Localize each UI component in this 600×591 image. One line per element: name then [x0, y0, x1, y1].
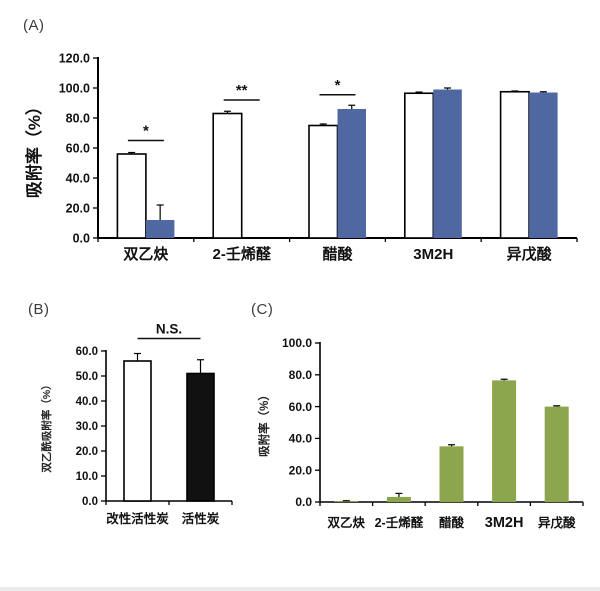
y-tick-label: 100.0 — [59, 81, 90, 95]
x-category-label: 异戊酸 — [507, 245, 553, 263]
x-category-label: 2-壬烯醛 — [213, 245, 272, 263]
x-category-label: 醋酸 — [439, 515, 465, 530]
x-category-label: 双乙炔 — [123, 245, 168, 263]
bar — [145, 220, 175, 238]
bar — [123, 360, 152, 502]
y-tick-label: 40.0 — [76, 396, 98, 408]
y-tick-label: 60.0 — [66, 141, 90, 155]
panel-b-y-axis-title: 双乙酰吸附率（%） — [40, 379, 53, 473]
panel-b-plot: 0.0 10.0 20.0 30.0 40.0 50.0 60.0 改性活性炭 活性炭 N.S. — [76, 322, 233, 526]
panel-a-plot: 0.0 20.0 40.0 60.0 80.0 100.0 120.0 双乙炔 2-壬烯醛 醋酸 3… — [59, 51, 578, 263]
y-tick-label: 20.0 — [66, 201, 90, 215]
x-category-label: 双乙炔 — [327, 515, 366, 530]
bar — [544, 406, 569, 502]
y-tick-label: 0.0 — [73, 231, 90, 245]
bar — [308, 124, 339, 239]
bar — [529, 92, 558, 238]
bar — [186, 372, 215, 502]
y-tick-label: 40.0 — [66, 171, 90, 185]
panel-b-label: (B) — [28, 301, 50, 318]
y-tick-label: 10.0 — [76, 471, 98, 483]
panel-c: (C) 吸附率（%） 0.0 20.0 40.0 60.0 80.0 100.0 双乙炔 2-… — [251, 301, 584, 531]
y-tick-label: 60.0 — [289, 400, 313, 414]
bar — [439, 446, 464, 502]
bottom-divider — [0, 587, 600, 591]
y-tick-label: 60.0 — [76, 346, 98, 358]
y-tick-label: 30.0 — [76, 421, 98, 433]
bar — [212, 112, 243, 239]
x-category-label: 醋酸 — [322, 245, 353, 263]
y-tick-label: 100.0 — [282, 336, 312, 350]
x-category-label: 2-壬烯醛 — [375, 515, 424, 530]
y-tick-label: 20.0 — [289, 463, 313, 477]
significance-label: N.S. — [156, 322, 182, 337]
significance-label: * — [143, 123, 149, 140]
bar — [433, 89, 462, 238]
y-tick-label: 50.0 — [76, 371, 98, 383]
y-tick-label: 0.0 — [295, 495, 312, 509]
panel-c-y-axis-title: 吸附率（%） — [257, 389, 271, 457]
x-category-label: 3M2H — [413, 246, 453, 263]
panel-a: (A) 吸附率（%） 0.0 20.0 40.0 60.0 80.0 100.0 120.0… — [23, 17, 578, 263]
y-tick-label: 40.0 — [289, 432, 313, 446]
y-tick-label: 0.0 — [82, 496, 98, 508]
x-category-label: 改性活性炭 — [106, 511, 169, 526]
significance-label: * — [335, 77, 341, 94]
bar — [334, 501, 359, 502]
panel-b: (B) 双乙酰吸附率（%） 0.0 10.0 20.0 30.0 40.0 50.0 60.… — [28, 301, 233, 526]
panel-c-plot: 0.0 20.0 40.0 60.0 80.0 100.0 双乙炔 2-壬烯醛 醋酸 3M2H 异戊… — [282, 336, 584, 531]
bar — [403, 92, 435, 239]
panel-a-label: (A) — [23, 17, 45, 34]
panel-a-y-axis-title: 吸附率（%） — [24, 98, 44, 198]
y-tick-label: 20.0 — [76, 446, 98, 458]
y-tick-label: 120.0 — [59, 51, 90, 65]
significance-label: ** — [236, 82, 248, 99]
x-category-label: 活性炭 — [182, 511, 220, 526]
bar — [337, 109, 366, 238]
x-category-label: 3M2H — [485, 515, 524, 531]
x-category-label: 异戊酸 — [538, 515, 576, 530]
bar — [492, 380, 517, 502]
bar — [116, 153, 147, 239]
y-tick-label: 80.0 — [66, 111, 90, 125]
panel-c-label: (C) — [251, 301, 273, 318]
bar — [499, 90, 530, 239]
y-tick-label: 80.0 — [289, 368, 313, 382]
bar — [386, 496, 411, 502]
